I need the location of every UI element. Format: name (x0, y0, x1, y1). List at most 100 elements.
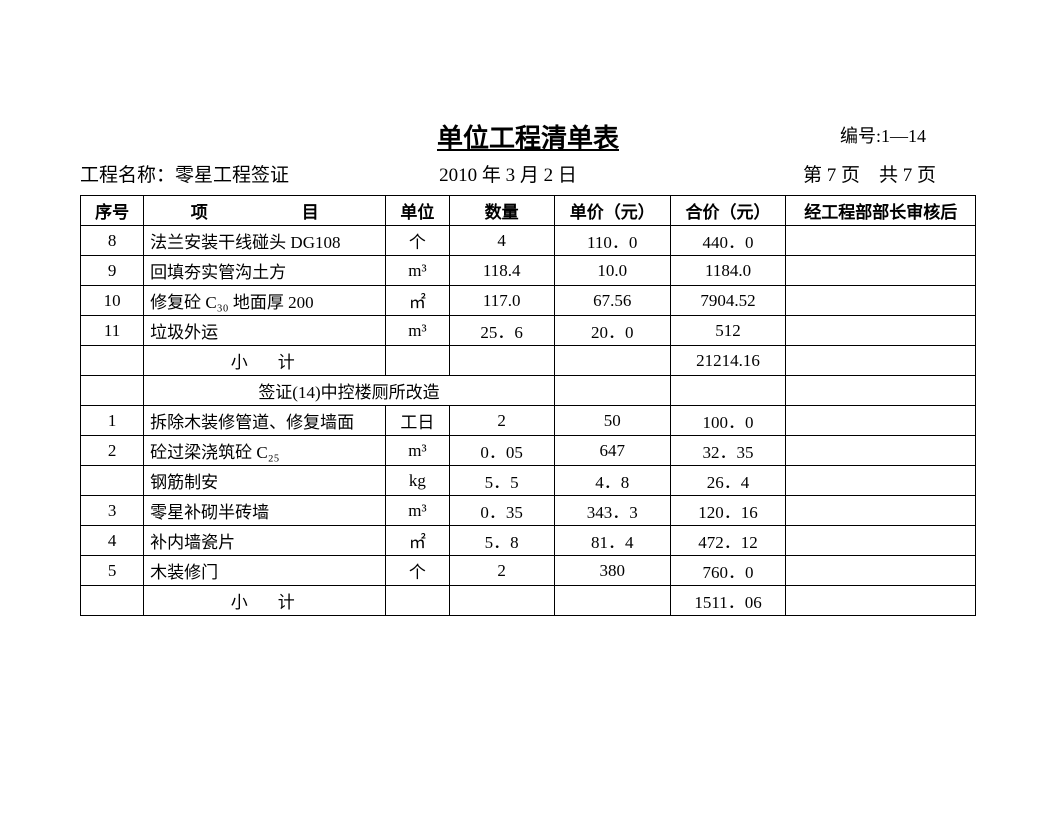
table-row: 1 拆除木装修管道、修复墙面 工日 2 50 100．0 (81, 406, 976, 436)
cell-qty: 4 (449, 226, 554, 256)
cell-seq: 2 (81, 436, 144, 466)
cell-review (786, 286, 976, 316)
table-row: 9 回填夯实管沟土方 m³ 118.4 10.0 1184.0 (81, 256, 976, 286)
cell-price: 647 (554, 436, 670, 466)
cell-unit: m³ (386, 316, 449, 346)
cell-unit: kg (386, 466, 449, 496)
cell-price: 343．3 (554, 496, 670, 526)
cell-item: 回填夯实管沟土方 (144, 256, 386, 286)
section-header-row: 签证(14)中控楼厕所改造 (81, 376, 976, 406)
cell-qty: 117.0 (449, 286, 554, 316)
cell-seq: 5 (81, 556, 144, 586)
cell-seq (81, 466, 144, 496)
cell-total: 100．0 (670, 406, 786, 436)
cell-qty: 5．8 (449, 526, 554, 556)
cell-review (786, 256, 976, 286)
cell-unit: m³ (386, 256, 449, 286)
cell-review (786, 466, 976, 496)
cell-seq: 11 (81, 316, 144, 346)
cell-item: 拆除木装修管道、修复墙面 (144, 406, 386, 436)
cell-qty: 118.4 (449, 256, 554, 286)
subtotal-row: 小计 1511．06 (81, 586, 976, 616)
cell-seq: 8 (81, 226, 144, 256)
cell-price: 4．8 (554, 466, 670, 496)
col-qty: 数量 (449, 196, 554, 226)
cell-total: 26．4 (670, 466, 786, 496)
cell-seq: 4 (81, 526, 144, 556)
cell-item: 法兰安装干线碰头 DG108 (144, 226, 386, 256)
cell-empty (554, 376, 670, 406)
col-unit: 单位 (386, 196, 449, 226)
project-name: 工程名称：零星工程签证 (80, 160, 365, 187)
cell-price: 81．4 (554, 526, 670, 556)
cell-seq: 9 (81, 256, 144, 286)
col-item: 项 目 (144, 196, 386, 226)
cell-qty: 0．05 (449, 436, 554, 466)
cell-price: 50 (554, 406, 670, 436)
cell-total: 120．16 (670, 496, 786, 526)
cell-item: 补内墙瓷片 (144, 526, 386, 556)
col-total: 合价（元） (670, 196, 786, 226)
table-row: 5 木装修门 个 2 380 760．0 (81, 556, 976, 586)
cell-price: 67.56 (554, 286, 670, 316)
section-header: 签证(14)中控楼厕所改造 (144, 376, 555, 406)
cell-price: 20．0 (554, 316, 670, 346)
cell-empty (386, 586, 449, 616)
cell-empty (449, 586, 554, 616)
cell-empty (786, 376, 976, 406)
subtotal-label: 小计 (144, 586, 386, 616)
cell-qty: 5．5 (449, 466, 554, 496)
cell-review (786, 316, 976, 346)
table-row: 11 垃圾外运 m³ 25．6 20．0 512 (81, 316, 976, 346)
cell-qty: 0．35 (449, 496, 554, 526)
cell-item: 砼过梁浇筑砼 C₂₅ (144, 436, 386, 466)
cell-review (786, 406, 976, 436)
cell-item: 钢筋制安 (144, 466, 386, 496)
cell-empty (786, 346, 976, 376)
cell-total: 1184.0 (670, 256, 786, 286)
table-row: 4 补内墙瓷片 ㎡ 5．8 81．4 472．12 (81, 526, 976, 556)
doc-number: 编号:1—14 (840, 122, 926, 148)
cell-empty (449, 346, 554, 376)
cell-empty (81, 346, 144, 376)
col-price: 单价（元） (554, 196, 670, 226)
cell-item: 木装修门 (144, 556, 386, 586)
cell-item: 垃圾外运 (144, 316, 386, 346)
cell-review (786, 226, 976, 256)
table-row: 钢筋制安 kg 5．5 4．8 26．4 (81, 466, 976, 496)
cell-qty: 2 (449, 556, 554, 586)
cell-empty (81, 376, 144, 406)
col-seq: 序号 (81, 196, 144, 226)
cell-unit: m³ (386, 436, 449, 466)
info-row: 工程名称：零星工程签证 2010 年 3 月 2 日 第 7 页 共 7 页 (80, 160, 976, 187)
cell-empty (81, 586, 144, 616)
cell-review (786, 496, 976, 526)
cell-total: 472．12 (670, 526, 786, 556)
cell-review (786, 526, 976, 556)
cell-qty: 2 (449, 406, 554, 436)
table-row: 8 法兰安装干线碰头 DG108 个 4 110．0 440．0 (81, 226, 976, 256)
cell-empty (554, 586, 670, 616)
cell-total: 7904.52 (670, 286, 786, 316)
table-row: 10 修复砼 C₃₀ 地面厚 200 ㎡ 117.0 67.56 7904.52 (81, 286, 976, 316)
cell-item: 零星补砌半砖墙 (144, 496, 386, 526)
col-review: 经工程部部长审核后 (786, 196, 976, 226)
cell-review (786, 436, 976, 466)
bill-table: 序号 项 目 单位 数量 单价（元） 合价（元） 经工程部部长审核后 8 法兰安… (80, 195, 976, 616)
cell-seq: 1 (81, 406, 144, 436)
cell-unit: 个 (386, 556, 449, 586)
table-row: 2 砼过梁浇筑砼 C₂₅ m³ 0．05 647 32．35 (81, 436, 976, 466)
cell-total: 760．0 (670, 556, 786, 586)
page-title: 单位工程清单表 (437, 118, 619, 155)
cell-price: 10.0 (554, 256, 670, 286)
cell-empty (554, 346, 670, 376)
subtotal-value: 1511．06 (670, 586, 786, 616)
cell-unit: 个 (386, 226, 449, 256)
cell-seq: 3 (81, 496, 144, 526)
cell-unit: ㎡ (386, 526, 449, 556)
cell-seq: 10 (81, 286, 144, 316)
cell-qty: 25．6 (449, 316, 554, 346)
cell-total: 32．35 (670, 436, 786, 466)
subtotal-label: 小计 (144, 346, 386, 376)
cell-item: 修复砼 C₃₀ 地面厚 200 (144, 286, 386, 316)
